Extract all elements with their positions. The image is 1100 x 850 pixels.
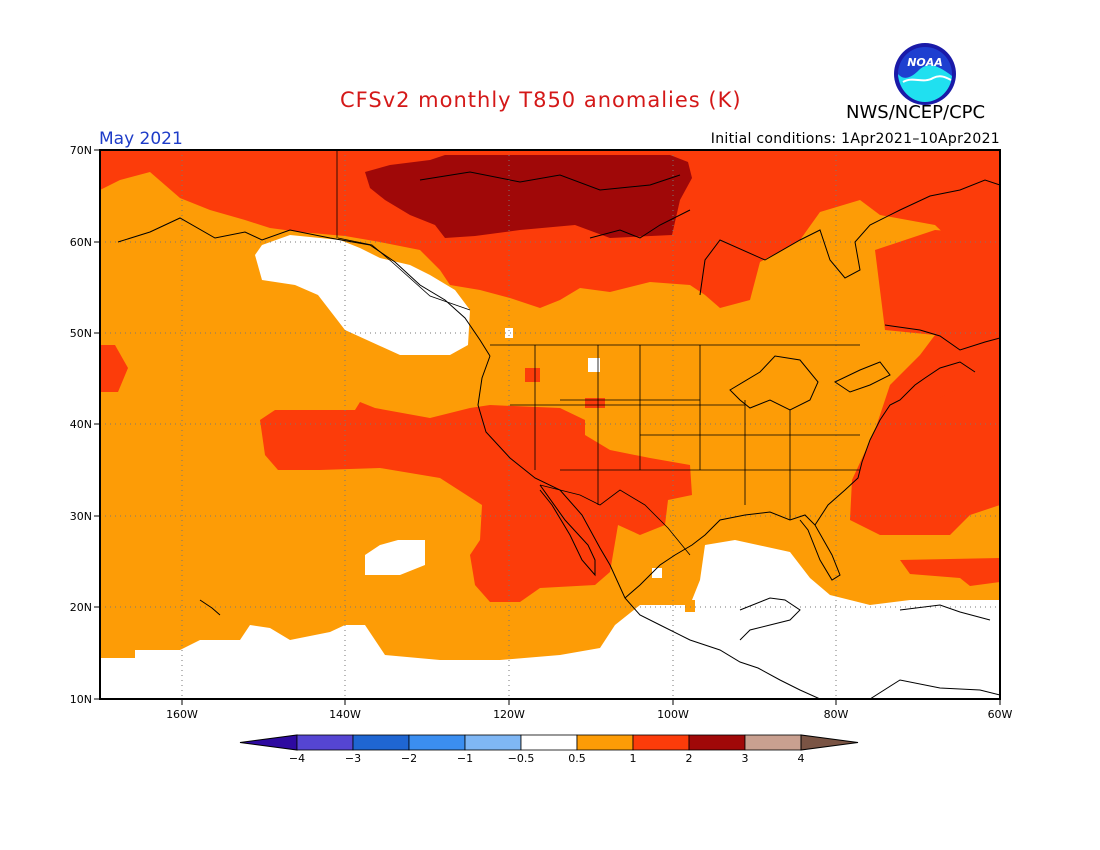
anomaly-region-1-2-northeast — [905, 360, 975, 412]
logo-text: NOAA — [907, 56, 943, 69]
lat-labels: 70N 60N 50N 40N 30N 20N 10N — [70, 144, 92, 706]
lat-label: 40N — [70, 418, 92, 431]
lat-label: 70N — [70, 144, 92, 157]
legend-tick-label: 2 — [686, 752, 693, 765]
legend-swatch — [632, 734, 690, 751]
legend-tick-label: −3 — [345, 752, 361, 765]
neutral-region-south — [100, 540, 1000, 699]
agency-label: NWS/NCEP/CPC — [846, 102, 986, 123]
legend-tick-label: −2 — [401, 752, 417, 765]
lon-label: 100W — [657, 708, 689, 721]
lon-labels: 160W 140W 120W 100W 80W 60W — [166, 708, 1012, 721]
legend-swatch — [744, 734, 802, 751]
valid-month: May 2021 — [99, 129, 183, 149]
lat-tick-marks — [94, 149, 100, 700]
initial-conditions: Initial conditions: 1Apr2021–10Apr2021 — [710, 131, 1000, 147]
legend-swatch — [464, 734, 522, 751]
legend-swatch-above — [800, 734, 859, 751]
legend-swatch — [520, 734, 578, 751]
lat-label: 30N — [70, 510, 92, 523]
political-borders — [336, 150, 860, 556]
lon-tick-marks — [181, 699, 1001, 705]
anomaly-region-1-2-pacific — [260, 402, 692, 602]
lon-label: 160W — [166, 708, 198, 721]
legend-tick-label: 3 — [742, 752, 749, 765]
lon-label: 120W — [493, 708, 525, 721]
legend-tick-label: −4 — [289, 752, 305, 765]
lat-label: 50N — [70, 327, 92, 340]
lat-label: 10N — [70, 693, 92, 706]
anomaly-region-1-2-atlantic-edge — [100, 345, 128, 392]
legend-swatch — [576, 734, 634, 751]
legend-swatch — [296, 734, 354, 751]
lon-label: 140W — [329, 708, 361, 721]
lat-label: 60N — [70, 236, 92, 249]
lon-label: 80W — [824, 708, 849, 721]
chart-title: CFSv2 monthly T850 anomalies (K) — [340, 88, 742, 112]
lat-label: 20N — [70, 601, 92, 614]
legend-ticks: −4 −3 −2 −1 −0.5 0.5 1 2 3 4 — [289, 752, 805, 765]
neutral-region-gulf-of-alaska — [255, 235, 470, 355]
neutral-region-pacific-island — [365, 540, 425, 575]
noaa-logo: NOAA — [894, 43, 956, 105]
warm-patch-gulf — [685, 600, 695, 612]
legend-tick-label: −0.5 — [508, 752, 535, 765]
lon-label: 60W — [988, 708, 1013, 721]
legend-tick-label: 4 — [798, 752, 805, 765]
anomaly-region-1-2-midwest — [525, 368, 605, 408]
legend-tick-label: −1 — [457, 752, 473, 765]
coastlines — [117, 171, 1000, 699]
legend-tick-label: 0.5 — [568, 752, 586, 765]
anomaly-region-1-2-north — [100, 150, 1000, 308]
legend-swatch-below — [239, 734, 298, 751]
legend-swatch — [352, 734, 410, 751]
legend-swatches — [239, 734, 859, 751]
anomaly-region-1-2-caribbean — [900, 558, 1000, 586]
legend-tick-label: 1 — [630, 752, 637, 765]
legend-swatch — [688, 734, 746, 751]
legend-swatch — [408, 734, 466, 751]
graticule — [100, 150, 1000, 699]
